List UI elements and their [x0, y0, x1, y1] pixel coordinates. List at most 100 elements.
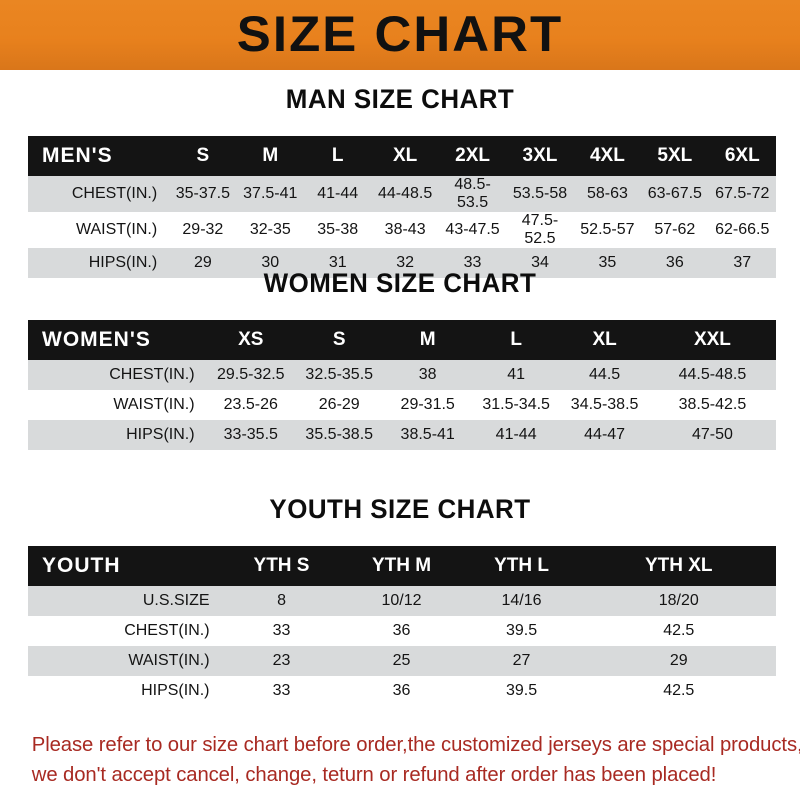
table-cell: 34.5-38.5 [570, 396, 639, 413]
table-cell: 33 [272, 682, 291, 699]
order-policy-notice: Please refer to our size chart before or… [31, 730, 800, 790]
table-cell: 42.5 [663, 682, 695, 699]
table-row: CHEST(IN.) 33 36 39.5 42.5 [28, 616, 776, 646]
table-row: HIPS(IN.) 29 30 31 32 33 34 35 36 37 [28, 248, 776, 278]
table-cell: 29 [193, 254, 212, 271]
order-policy-line-1: Please refer to our size chart before or… [31, 733, 800, 756]
women-row-label: WAIST(IN.) [113, 396, 195, 413]
men-column-header: 3XL [522, 145, 558, 166]
youth-size-table: YOUTH YTH S YTH M YTH L YTH XL U.S.SIZE 8 10/12… [28, 546, 776, 706]
men-column-header: 6XL [724, 145, 760, 166]
men-column-header: L [331, 145, 344, 166]
youth-row-label: CHEST(IN.) [124, 622, 210, 639]
men-row-label: CHEST(IN.) [71, 185, 158, 202]
table-cell: 36 [392, 622, 411, 639]
table-cell: 31 [328, 254, 347, 271]
table-cell: 36 [392, 682, 411, 699]
table-cell: 27 [512, 652, 531, 669]
table-cell: 8 [277, 592, 286, 609]
table-cell: 38-43 [384, 221, 426, 238]
table-cell: 32 [396, 254, 415, 271]
table-row: WAIST(IN.) 23 25 27 29 [28, 646, 776, 676]
table-cell: 39.5 [505, 682, 538, 699]
women-row-label: CHEST(IN.) [109, 366, 195, 383]
women-column-header: M [419, 329, 436, 350]
table-cell: 39.5 [505, 622, 538, 639]
table-cell: 14/16 [501, 592, 542, 609]
page-banner: SIZE CHART [0, 0, 800, 70]
men-column-header: S [196, 145, 210, 166]
table-cell: 42.5 [663, 622, 695, 639]
men-column-header: 4XL [589, 145, 625, 166]
youth-section-title: YOUTH SIZE CHART [269, 494, 531, 524]
women-header-label: WOMEN'S [42, 328, 151, 351]
women-size-table: WOMEN'S XS S M L XL XXL CHEST(IN.) 29.5-32.5 32.5… [28, 320, 776, 450]
women-column-header: XXL [693, 329, 731, 350]
table-cell: 25 [392, 652, 411, 669]
table-cell: 62-66.5 [715, 221, 770, 238]
table-cell: 58-63 [586, 185, 628, 202]
table-row: HIPS(IN.) 33-35.5 35.5-38.5 38.5-41 41-44 44-… [28, 420, 776, 450]
table-cell: 26-29 [318, 396, 360, 413]
table-cell: 52.5-57 [580, 221, 635, 238]
women-column-header: XL [592, 329, 617, 350]
youth-row-label: U.S.SIZE [142, 592, 210, 609]
table-cell: 29 [669, 652, 688, 669]
youth-column-header: YTH L [494, 555, 549, 576]
youth-column-header: YTH S [253, 555, 310, 576]
table-cell: 38.5-42.5 [678, 396, 747, 413]
table-cell: 36 [665, 254, 684, 271]
table-cell: 29-32 [182, 221, 224, 238]
table-cell: 35-37.5 [175, 185, 230, 202]
youth-header-label: YOUTH [42, 554, 121, 577]
table-cell: 35 [598, 254, 617, 271]
table-row: WAIST(IN.) 23.5-26 26-29 29-31.5 31.5-34.5 34… [28, 390, 776, 420]
table-cell: 35-38 [317, 221, 359, 238]
table-cell: 41-44 [495, 426, 537, 443]
table-cell: 38.5-41 [400, 426, 455, 443]
table-row: WAIST(IN.) 29-32 32-35 35-38 38-43 43-47.5 47.… [28, 212, 776, 248]
men-table-header-row: MEN'S S M L XL 2XL 3XL 4XL 5XL 6XL [28, 136, 776, 176]
table-cell: 33 [463, 254, 482, 271]
women-section-title: WOMEN SIZE CHART [263, 268, 537, 298]
table-cell: 34 [531, 254, 549, 271]
youth-row-label: HIPS(IN.) [141, 682, 210, 699]
table-cell: 30 [261, 254, 280, 271]
table-cell: 35.5-38.5 [305, 426, 374, 443]
youth-column-header: YTH XL [644, 555, 713, 576]
women-column-header: XS [238, 329, 264, 350]
table-cell: 67.5-72 [715, 185, 770, 202]
table-cell: 29.5-32.5 [216, 366, 285, 383]
table-cell: 47-50 [691, 426, 733, 443]
table-cell: 57-62 [654, 221, 696, 238]
youth-column-header: YTH M [371, 555, 432, 576]
table-cell: 44-48.5 [378, 185, 433, 202]
table-cell: 38 [418, 366, 437, 383]
table-cell: 44.5-48.5 [678, 366, 747, 383]
men-row-label: HIPS(IN.) [88, 254, 158, 271]
table-cell: 44-47 [584, 426, 626, 443]
table-cell: 23 [272, 652, 291, 669]
page-title: SIZE CHART [236, 6, 564, 62]
table-cell: 31.5-34.5 [482, 396, 550, 413]
women-column-header: L [510, 329, 522, 350]
table-cell: 47.5-52.5 [521, 212, 559, 247]
youth-row-label: WAIST(IN.) [128, 652, 210, 669]
men-size-table: MEN'S S M L XL 2XL 3XL 4XL 5XL 6XL CHEST(IN.) 35-37… [28, 136, 776, 278]
table-cell: 29-31.5 [400, 396, 455, 413]
table-cell: 32.5-35.5 [305, 366, 374, 383]
table-cell: 32-35 [249, 221, 291, 238]
men-row-label: WAIST(IN.) [75, 221, 158, 238]
table-cell: 33 [272, 622, 291, 639]
men-column-header: 5XL [657, 145, 693, 166]
women-column-header: S [332, 329, 346, 350]
men-column-header: XL [392, 145, 418, 166]
table-cell: 41 [507, 366, 526, 383]
table-cell: 43-47.5 [445, 221, 500, 238]
table-cell: 41-44 [317, 185, 359, 202]
youth-table-header-row: YOUTH YTH S YTH M YTH L YTH XL [28, 546, 776, 586]
table-cell: 44.5 [589, 366, 621, 383]
table-cell: 53.5-58 [512, 185, 568, 202]
order-policy-line-2: we don't accept cancel, change, teturn o… [31, 763, 717, 786]
